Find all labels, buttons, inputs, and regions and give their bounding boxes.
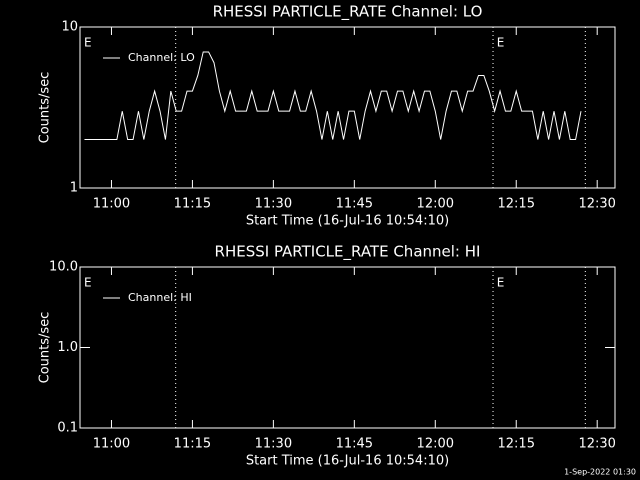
y-axis-label: Counts/sec: [38, 72, 53, 144]
x-tick-label: 12:30: [578, 197, 615, 212]
x-tick-label: 11:00: [93, 437, 130, 452]
annotation: E: [497, 276, 505, 290]
y-tick-label: 1: [70, 181, 78, 196]
x-tick-label: 11:15: [174, 437, 211, 452]
x-tick-label: 11:30: [255, 437, 292, 452]
plot-frame: [79, 26, 616, 189]
x-axis-label: Start Time (16-Jul-16 10:54:10): [246, 214, 449, 229]
annotation: E: [84, 276, 92, 290]
x-tick-label: 11:00: [93, 197, 130, 212]
chart-title: RHESSI PARTICLE_RATE Channel: LO: [213, 3, 483, 22]
x-tick-label: 11:30: [255, 197, 292, 212]
x-tick-label: 12:15: [498, 197, 535, 212]
x-tick-label: 11:45: [336, 197, 373, 212]
annotation: E: [497, 36, 505, 50]
y-tick-label: 10: [61, 20, 78, 35]
x-tick-label: 11:45: [336, 437, 373, 452]
y-axis-label: Counts/sec: [38, 312, 53, 384]
legend-label: Channel: HI: [128, 291, 192, 304]
data-line: [84, 51, 582, 141]
y-tick-label: 0.1: [57, 421, 78, 436]
x-tick-label: 12:00: [417, 437, 454, 452]
legend-label: Channel: LO: [128, 51, 195, 64]
x-tick-label: 11:15: [174, 197, 211, 212]
y-tick-label: 1.0: [57, 340, 78, 355]
x-tick-label: 12:30: [578, 437, 615, 452]
y-tick-label: 10.0: [49, 260, 78, 275]
footer: 1-Sep-2022 01:30: [564, 468, 636, 477]
chart-title: RHESSI PARTICLE_RATE Channel: HI: [215, 243, 481, 262]
annotation: E: [84, 36, 92, 50]
x-tick-label: 12:15: [498, 437, 535, 452]
x-axis-label: Start Time (16-Jul-16 10:54:10): [246, 454, 449, 469]
x-tick-label: 12:00: [417, 197, 454, 212]
